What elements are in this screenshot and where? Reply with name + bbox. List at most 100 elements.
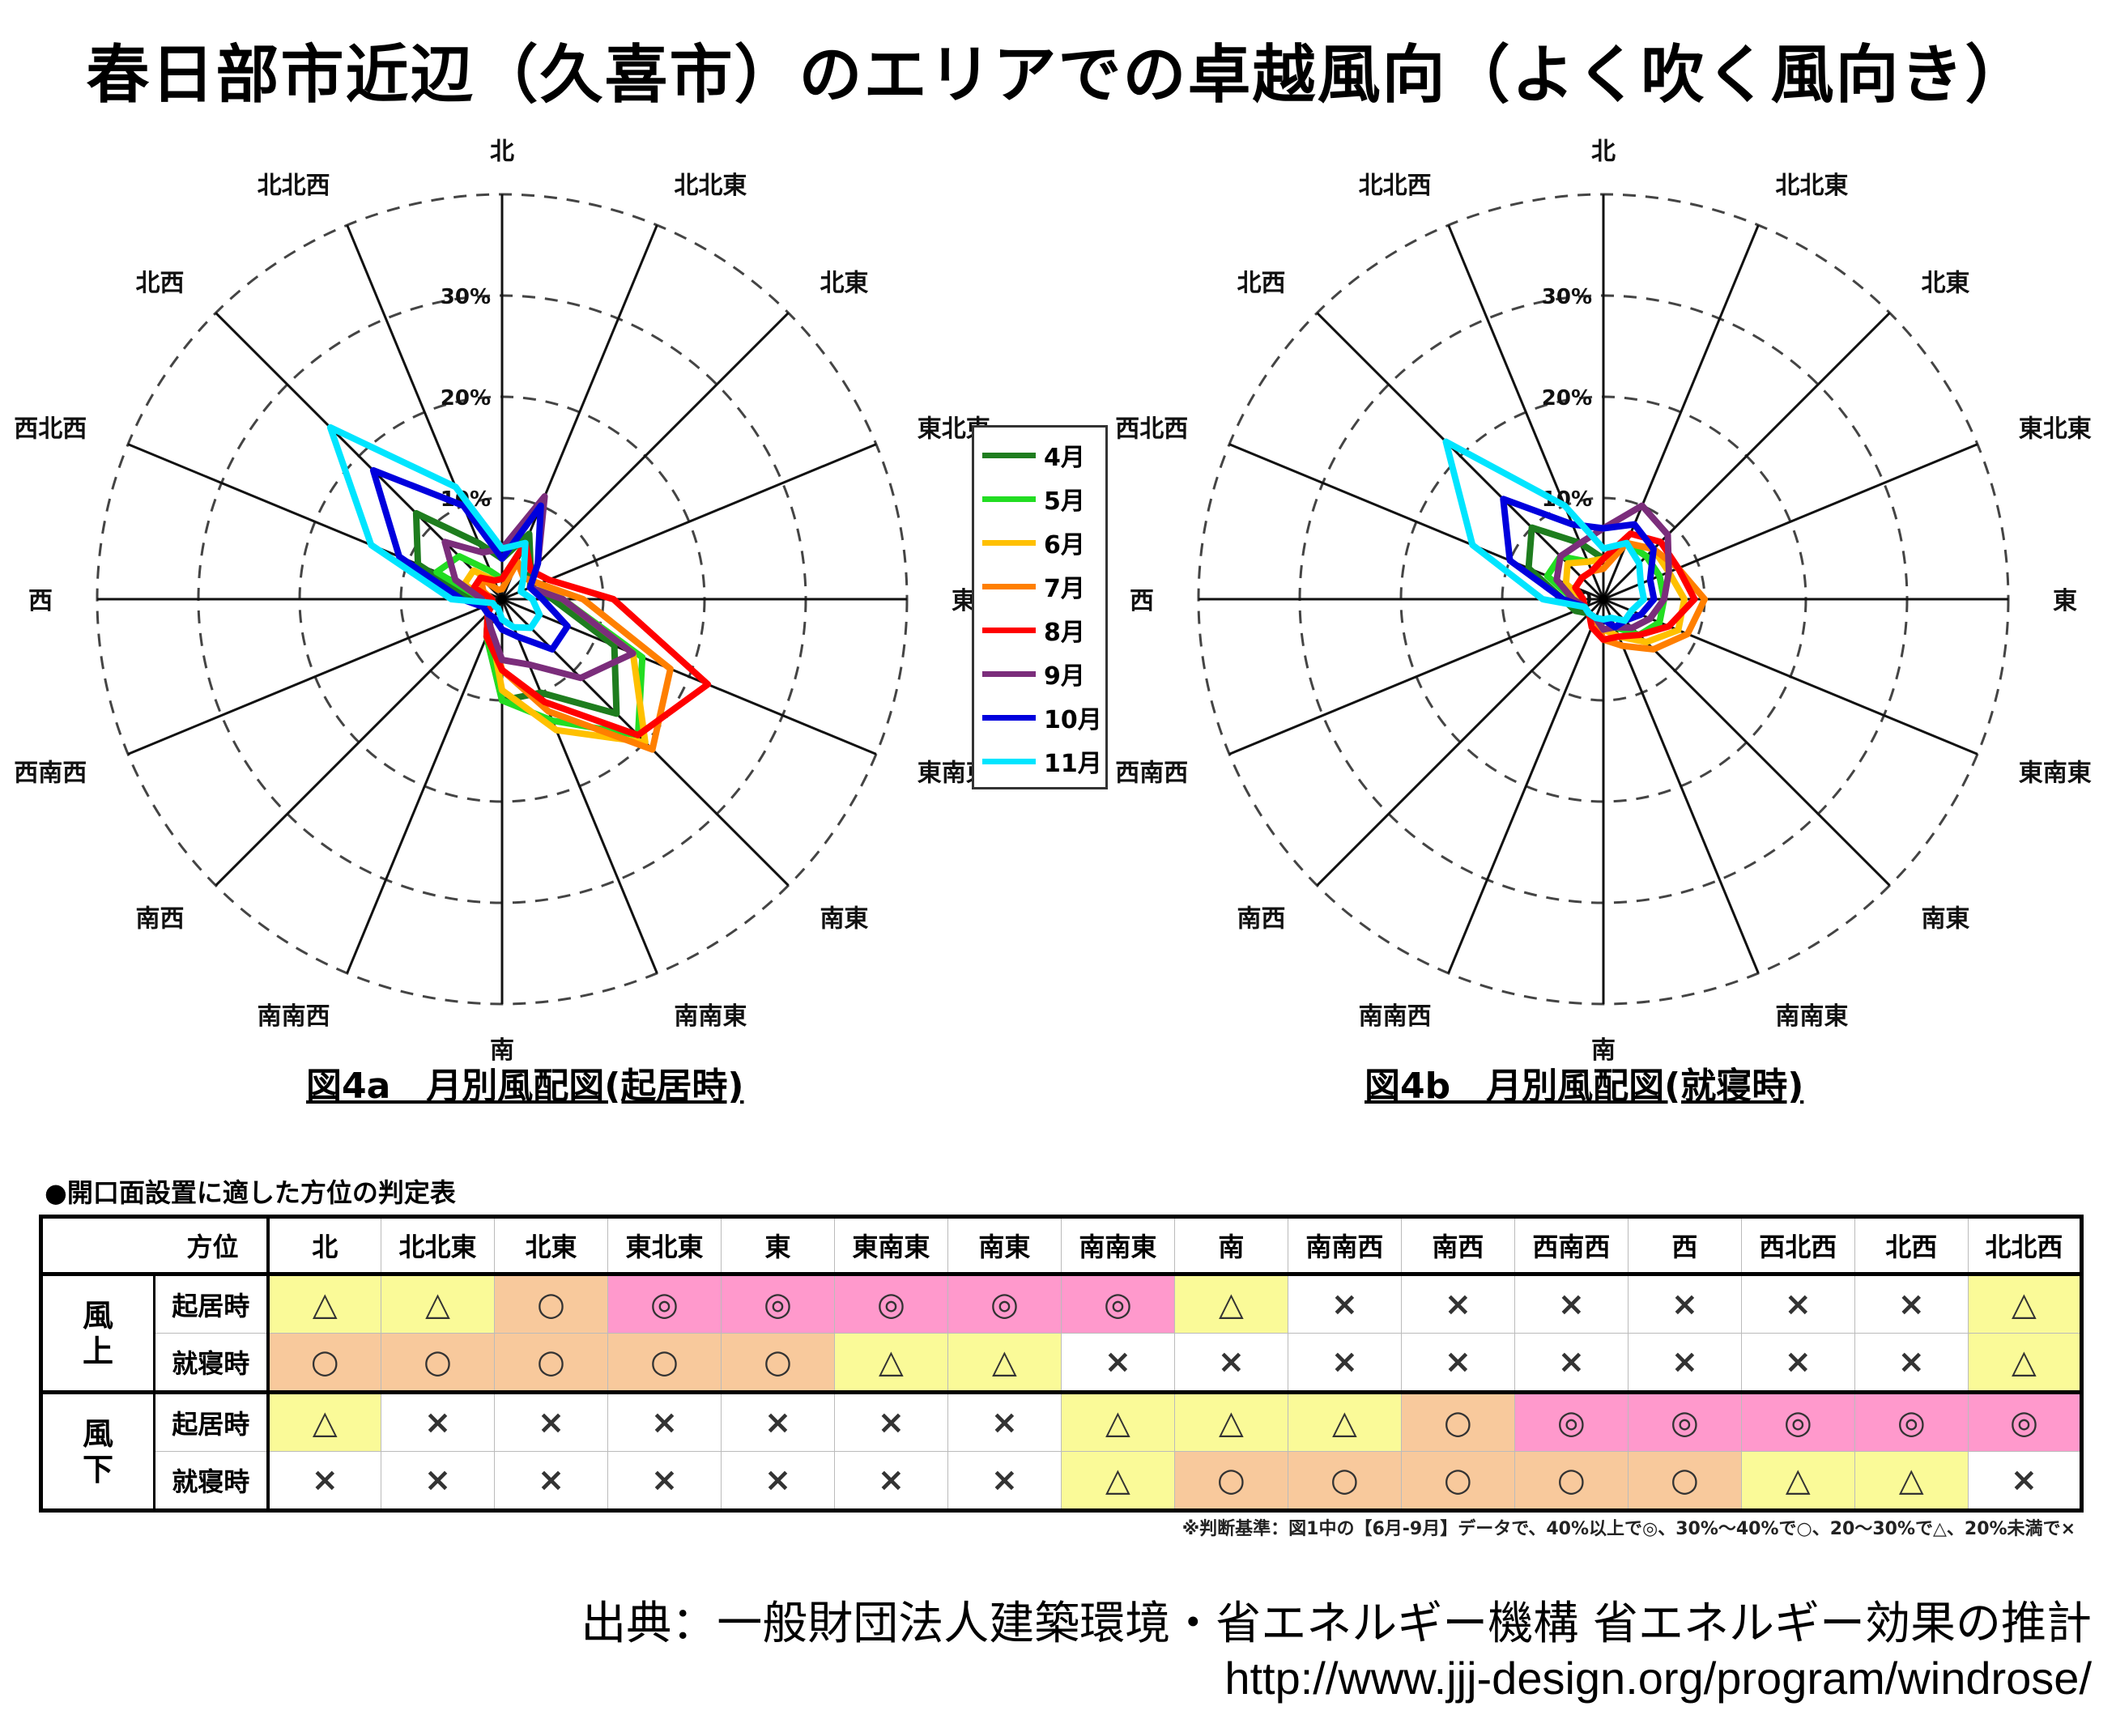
table-cell: × — [1854, 1333, 1969, 1393]
direction-label: 北北東 — [1775, 172, 1848, 200]
table-cell: × — [720, 1451, 835, 1511]
table-cell: × — [381, 1451, 495, 1511]
table-row-label: 就寝時 — [153, 1451, 270, 1511]
table-cell: △ — [267, 1274, 381, 1334]
legend-label: 11月 — [1044, 750, 1102, 778]
table-cell: × — [947, 1451, 1062, 1511]
table-cell: × — [1400, 1274, 1515, 1334]
table-cell: × — [1967, 1451, 2083, 1511]
table-cell: × — [833, 1451, 948, 1511]
table-cell: × — [1173, 1333, 1288, 1393]
wind-rose-chart-b: 10%20%30%0北北北東北東東北東東東南東南東南南東南南南西南西西南西西西北… — [1115, 138, 2092, 1065]
table-cell: ○ — [1400, 1390, 1515, 1452]
table-cell: ◎ — [607, 1274, 722, 1334]
table-column-header: 東 — [720, 1216, 835, 1276]
source-label: 出典：一般財団法人建築環境・省エネルギー機構 省エネルギー効果の推計 — [581, 1598, 2092, 1650]
table-cell: ◎ — [1740, 1390, 1855, 1452]
direction-label: 西北西 — [14, 415, 87, 444]
ring-label: 30% — [1542, 285, 1592, 309]
series-line-5 — [1553, 502, 1672, 633]
ring-label: 30% — [441, 285, 491, 309]
direction-label: 西 — [28, 587, 53, 615]
table-cell: ○ — [1627, 1451, 1742, 1511]
table-cell: × — [720, 1390, 835, 1452]
spoke-line — [1447, 224, 1605, 600]
direction-label: 西南西 — [14, 759, 87, 787]
table-cell: × — [833, 1390, 948, 1452]
table-column-header: 北北東 — [381, 1216, 495, 1276]
legend-item: 10月 — [982, 701, 1102, 734]
table-column-header: 西 — [1627, 1216, 1742, 1276]
table-cell: × — [1514, 1274, 1629, 1334]
legend-swatch — [982, 714, 1036, 721]
table-column-header: 南西 — [1400, 1216, 1515, 1276]
table-group-label: 風下 — [40, 1390, 155, 1511]
direction-label: 南 — [1591, 1036, 1616, 1065]
table-cell: ◎ — [1060, 1274, 1175, 1334]
table-cell: ◎ — [833, 1274, 948, 1334]
legend-label: 8月 — [1044, 619, 1085, 647]
table-column-header: 北 — [267, 1216, 381, 1276]
table-column-header: 北北西 — [1967, 1216, 2083, 1276]
direction-label: 南南東 — [674, 1002, 747, 1031]
table-cell: ◎ — [947, 1274, 1062, 1334]
table-cell: ○ — [267, 1333, 381, 1393]
table-cell: × — [493, 1451, 608, 1511]
spoke-line — [1447, 598, 1605, 974]
table-cell: ◎ — [1854, 1390, 1969, 1452]
series-line-4 — [1572, 530, 1698, 643]
direction-label: 南南西 — [1359, 1002, 1432, 1031]
legend-swatch — [982, 627, 1036, 633]
spoke-line — [1228, 443, 1604, 601]
spoke-line — [127, 598, 503, 755]
spoke-line — [501, 443, 877, 601]
spoke-line — [1602, 598, 1760, 974]
table-note: ※判断基準：図1中の【6月-9月】データで、40%以上で◎、30%～40%で○、… — [1181, 1519, 2076, 1539]
table-cell: × — [267, 1451, 381, 1511]
page-title: 春日部市近辺（久喜市）のエリアでの卓越風向（よく吹く風向き） — [86, 39, 2030, 112]
direction-label: 南西 — [1237, 904, 1286, 933]
direction-label: 南東 — [1921, 904, 1969, 933]
table-cell: △ — [267, 1390, 381, 1452]
legend-label: 10月 — [1044, 706, 1102, 734]
table-cell: △ — [947, 1333, 1062, 1393]
legend-item: 9月 — [982, 657, 1085, 691]
direction-label: 北北西 — [258, 172, 330, 200]
direction-label: 西北西 — [1115, 415, 1188, 444]
direction-label: 東北東 — [2019, 415, 2092, 444]
table-cell: × — [1287, 1333, 1402, 1393]
table-cell: ○ — [493, 1333, 608, 1393]
series-line-6 — [369, 466, 571, 653]
direction-label: 東 — [2053, 587, 2077, 615]
spoke-line — [346, 224, 504, 600]
spoke-line — [1316, 598, 1605, 887]
table-cell: △ — [833, 1333, 948, 1393]
direction-label: 南南西 — [258, 1002, 330, 1031]
table-row-label: 起居時 — [153, 1390, 270, 1452]
table-cell: △ — [1967, 1333, 2083, 1393]
legend-label: 6月 — [1044, 531, 1085, 560]
table-header-label: 方位 — [40, 1216, 270, 1276]
table-row-label: 起居時 — [153, 1274, 270, 1334]
table-row-label: 就寝時 — [153, 1333, 270, 1393]
legend-label: 7月 — [1044, 575, 1085, 603]
table-cell: × — [493, 1390, 608, 1452]
table-row: 就寝時 ○ ○ ○ ○ ○ △ △ × × × × × × × × △ — [41, 1333, 2083, 1393]
direction-label: 北西 — [136, 270, 185, 298]
table-cell: × — [1740, 1274, 1855, 1334]
table-column-header: 西南西 — [1514, 1216, 1629, 1276]
wind-rose-chart-a: 10%20%30%0北北北東北東東北東東東南東南東南南東南南南西南西西南西西西北… — [14, 138, 990, 1065]
table-cell: × — [1400, 1333, 1515, 1393]
table-cell: × — [607, 1451, 722, 1511]
table-cell: ○ — [1400, 1451, 1515, 1511]
table-cell: × — [1060, 1333, 1175, 1393]
source-url: http://www.jjj-design.org/program/windro… — [1224, 1653, 2092, 1704]
series-line-7 — [1442, 438, 1647, 624]
table-row: 就寝時 × × × × × × × △ ○ ○ ○ ○ ○ △ △ × — [41, 1451, 2083, 1511]
table-cell: ○ — [493, 1274, 608, 1334]
table-column-header: 西北西 — [1740, 1216, 1855, 1276]
direction-label: 西南西 — [1115, 759, 1188, 787]
direction-label: 北北西 — [1359, 172, 1432, 200]
table-cell: △ — [1967, 1274, 2083, 1334]
legend-item: 5月 — [982, 483, 1085, 516]
